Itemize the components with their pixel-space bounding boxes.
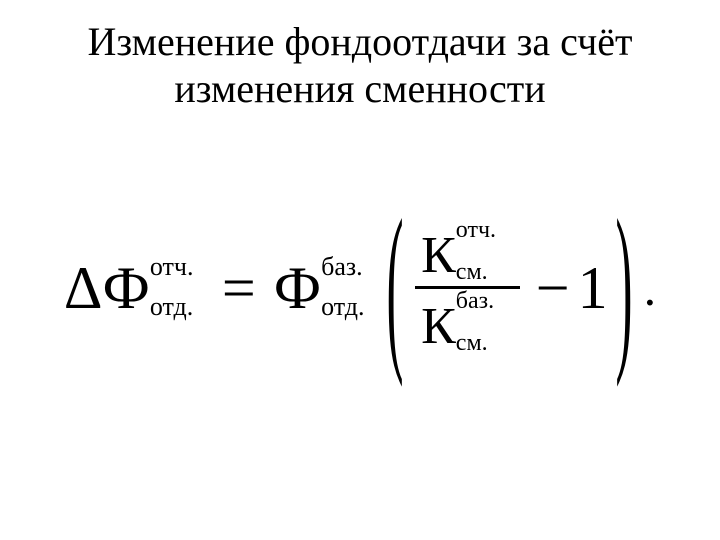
num-k: К отч. см. — [421, 222, 456, 282]
den-k-sub: см. — [456, 331, 488, 355]
left-paren: ( — [387, 192, 404, 378]
minus-sign: − — [536, 258, 570, 318]
num-k-sub: см. — [456, 260, 488, 284]
num-k-base: К — [421, 227, 456, 284]
number-one: 1 — [578, 258, 608, 318]
rhs-phi-sup: баз. — [321, 254, 363, 280]
title-line-1: Изменение фондоотдачи за счёт — [88, 19, 633, 64]
equals-sign: = — [222, 258, 256, 318]
formula: Δ Ф отч. отд. = Ф баз. отд. ( К отч. — [64, 220, 656, 355]
den-k: К баз. см. — [421, 293, 456, 353]
rhs-phi-base: Ф — [274, 255, 321, 321]
lhs-phi-base: Ф — [102, 255, 149, 321]
den-k-base: К — [421, 298, 456, 355]
slide: Изменение фондоотдачи за счёт изменения … — [0, 0, 720, 540]
den-k-sup: баз. — [456, 289, 494, 313]
delta-symbol: Δ — [64, 258, 103, 318]
rhs-phi-sub: отд. — [321, 294, 364, 320]
num-k-sup: отч. — [456, 218, 496, 242]
lhs-phi: Ф отч. отд. — [102, 258, 149, 318]
fraction-numerator: К отч. см. — [415, 220, 520, 284]
formula-container: Δ Ф отч. отд. = Ф баз. отд. ( К отч. — [0, 220, 720, 355]
fraction-denominator: К баз. см. — [415, 291, 520, 355]
rhs-phi: Ф баз. отд. — [274, 258, 321, 318]
slide-title: Изменение фондоотдачи за счёт изменения … — [30, 18, 690, 112]
lhs-phi-sup: отч. — [150, 254, 194, 280]
trailing-period: . — [644, 263, 657, 313]
fraction: К отч. см. К баз. см. — [415, 220, 520, 355]
right-paren: ) — [615, 192, 632, 378]
title-line-2: изменения сменности — [174, 66, 545, 111]
lhs-phi-sub: отд. — [150, 294, 193, 320]
